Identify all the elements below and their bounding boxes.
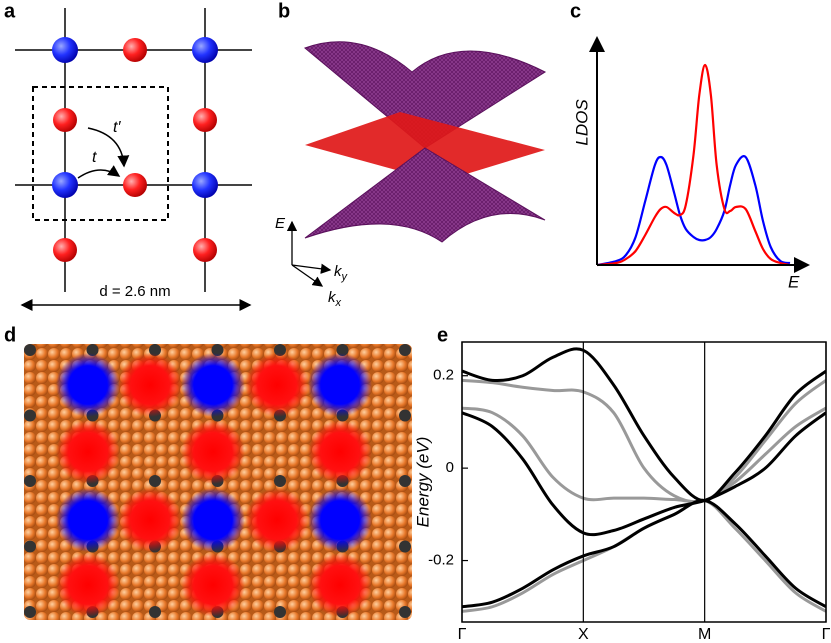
adatom: [399, 409, 411, 422]
panel-label: c: [570, 0, 581, 22]
subscript: x: [335, 297, 342, 309]
x-tick-label: X: [578, 626, 589, 643]
adatom: [399, 606, 411, 618]
k: k: [328, 289, 337, 306]
panel-label: d: [4, 324, 16, 346]
red-blob: [181, 420, 245, 484]
band-line: [462, 411, 826, 537]
blue-blob: [56, 488, 120, 552]
adatom: [399, 475, 411, 487]
panel-label: e: [437, 324, 448, 346]
axis-label: E: [275, 215, 286, 232]
y-tick-label: 0: [446, 459, 454, 476]
blue-blob: [308, 353, 372, 417]
adatom: [149, 606, 161, 618]
band-line: [596, 63, 791, 267]
red-blob: [118, 353, 182, 417]
red-blob: [245, 353, 309, 417]
panel-label: b: [278, 0, 290, 22]
adatom: [149, 344, 161, 356]
red-blob: [56, 420, 120, 484]
upper-band: [304, 41, 547, 149]
y-axis-label: LDOS: [572, 99, 591, 146]
y-tick-label: -0.2: [428, 552, 454, 569]
adatom: [399, 344, 411, 356]
band-line: [462, 347, 826, 502]
band-line: [462, 498, 826, 613]
adatom: [336, 344, 349, 356]
k: k: [334, 263, 343, 280]
blue-blob: [181, 488, 245, 552]
lines: [462, 347, 826, 613]
axis-arrow: [291, 263, 332, 274]
blue-blob: [181, 353, 245, 417]
flat-band: [305, 112, 545, 182]
adatom: [399, 540, 411, 553]
y-tick-label: 0.2: [433, 367, 454, 384]
unit-cell: [32, 86, 169, 221]
adatom: [24, 475, 36, 487]
lower-band: [304, 147, 546, 243]
hopping-label: t′: [113, 119, 121, 136]
adatom: [24, 540, 36, 553]
panel-b: b E ky kx: [275, 0, 547, 309]
band-line: [462, 498, 826, 609]
band-line: [462, 378, 826, 504]
adatom: [211, 344, 224, 356]
hop-arrow: [87, 127, 130, 168]
adatom: [24, 409, 36, 422]
adatom: [86, 344, 99, 356]
panel-c: E LDOS: [572, 36, 810, 291]
x-axis-label: E: [788, 272, 800, 291]
red-blob: [181, 553, 245, 617]
adatom: [274, 606, 286, 618]
axis-label: kx: [328, 289, 342, 309]
axis-arrow: [291, 264, 324, 287]
sites: [52, 37, 218, 262]
blue-blob: [56, 353, 120, 417]
panel-a: a t′ t d = 2.6 nm: [4, 0, 252, 311]
x-tick-label: Γ: [458, 626, 467, 643]
red-blob: [308, 420, 372, 484]
red-blob: [245, 488, 309, 552]
adatom: [149, 475, 161, 487]
axis-label: ky: [334, 263, 349, 283]
red-blob: [118, 488, 182, 552]
hopping-label: t: [92, 149, 97, 166]
adatom: [24, 344, 36, 356]
adatom: [274, 475, 286, 487]
blue-blob: [308, 488, 372, 552]
red-blob: [308, 553, 372, 617]
red-blob: [56, 553, 120, 617]
plot-frame: [461, 341, 827, 623]
panel-label: a: [4, 0, 16, 22]
adatom: [24, 606, 36, 618]
band-line: [596, 155, 791, 267]
panel-d: d: [4, 324, 412, 620]
y-axis-label: Energy (eV): [413, 437, 432, 528]
x-tick-label: Γ: [822, 626, 831, 643]
hop-arrow: [77, 165, 121, 179]
subscript: y: [341, 271, 349, 283]
band-line: [462, 406, 826, 504]
x-tick-label: M: [698, 626, 711, 643]
scale-label: d = 2.6 nm: [99, 283, 170, 300]
panel-e: Γ X M Γ 0.2 0 -0.2 Energy (eV): [413, 341, 831, 643]
